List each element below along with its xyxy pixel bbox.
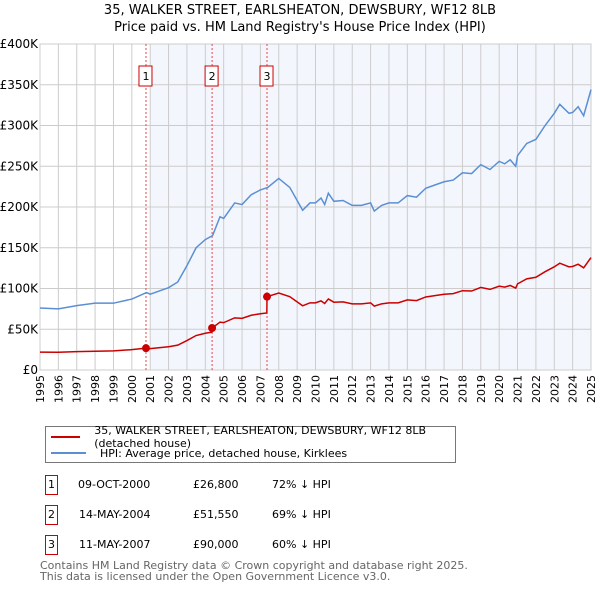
x-tick-label: 2010 <box>310 375 323 403</box>
sale-label-box <box>138 65 153 87</box>
x-tick-label: 2000 <box>126 375 139 403</box>
y-tick-label: £100K <box>0 282 39 296</box>
x-tick-label: 2005 <box>218 375 231 403</box>
legend-swatch-red <box>51 436 81 438</box>
x-tick-label: 2019 <box>475 375 488 403</box>
sale-hpi-diff: 72% ↓ HPI <box>272 478 331 491</box>
footer: Contains HM Land Registry data © Crown c… <box>40 560 468 582</box>
y-tick-label: £300K <box>0 119 39 133</box>
x-tick-label: 2011 <box>328 375 341 403</box>
x-tick-label: 2009 <box>291 375 304 403</box>
sale-point <box>208 323 217 332</box>
x-tick-label: 2022 <box>530 375 543 403</box>
x-tick-label: 2021 <box>512 375 525 403</box>
x-tick-label: 2002 <box>163 375 176 403</box>
x-tick-label: 2008 <box>273 375 286 403</box>
legend-label: 35, WALKER STREET, EARLSHEATON, DEWSBURY… <box>94 424 427 450</box>
price-chart: 1995 1996 1997 1998 1999 2000 2001 2002 2003 2004… <box>0 37 598 403</box>
x-tick-label: 2016 <box>420 375 433 403</box>
y-tick-label: £200K <box>0 200 39 214</box>
sale-label-box <box>204 65 219 87</box>
x-tick-label: 2001 <box>144 375 157 403</box>
sale-price: £51,550 <box>193 508 239 521</box>
x-tick-label: 2003 <box>181 375 194 403</box>
y-tick-label: £350K <box>0 78 39 92</box>
x-tick-label: 2013 <box>365 375 378 403</box>
sale-number-badge: 3 <box>45 535 58 555</box>
footer-line: Contains HM Land Registry data © Crown c… <box>40 559 468 572</box>
sale-point <box>263 292 272 301</box>
y-tick-label: £400K <box>0 37 39 51</box>
x-tick-label: 2017 <box>438 375 451 403</box>
sale-number-badge: 1 <box>45 475 58 495</box>
sale-label-box <box>259 65 274 87</box>
sale-label: 1 <box>142 70 149 83</box>
sale-label: 2 <box>209 70 216 83</box>
sale-price: £26,800 <box>193 478 239 491</box>
sale-date: 14-MAY-2004 <box>79 508 151 521</box>
y-tick-label: £150K <box>0 241 39 255</box>
x-tick-label: 1996 <box>52 375 65 403</box>
x-tick-label: 2014 <box>383 375 396 403</box>
legend-item-hpi: HPI: Average price, detached house, Kirk… <box>51 445 347 461</box>
x-tick-label: 1995 <box>34 375 47 403</box>
sale-number-badge: 2 <box>45 505 58 525</box>
legend-item-property: 35, WALKER STREET, EARLSHEATON, DEWSBURY… <box>51 424 455 450</box>
y-tick-label: £0 <box>23 363 38 377</box>
x-tick-label: 2020 <box>493 375 506 403</box>
subtitle-line: Price paid vs. HM Land Registry's House … <box>114 20 486 35</box>
x-tick-label: 2023 <box>548 375 561 403</box>
sale-hpi-diff: 60% ↓ HPI <box>272 538 331 551</box>
x-tick-label: 2018 <box>456 375 469 403</box>
sale-date: 11-MAY-2007 <box>79 538 151 551</box>
x-tick-label: 2004 <box>199 375 212 403</box>
plot-frame <box>39 43 592 371</box>
x-tick-label: 1997 <box>71 375 84 403</box>
sale-date: 09-OCT-2000 <box>78 478 151 491</box>
hpi-line <box>39 89 592 310</box>
sale-point <box>141 344 150 353</box>
x-tick-label: 2012 <box>346 375 359 403</box>
y-tick-label: £50K <box>7 322 39 336</box>
title-line: 35, WALKER STREET, EARLSHEATON, DEWSBURY… <box>103 3 497 18</box>
footer-line: This data is licensed under the Open Gov… <box>40 570 391 583</box>
sale-label: 3 <box>264 70 271 83</box>
x-tick-label: 2015 <box>401 375 414 403</box>
x-tick-label: 1999 <box>107 375 120 403</box>
chart-title: 35, WALKER STREET, EARLSHEATON, DEWSBURY… <box>0 2 600 36</box>
x-tick-label: 2025 <box>585 375 598 403</box>
x-tick-label: 2007 <box>254 375 267 403</box>
y-tick-label: £250K <box>0 159 39 173</box>
x-tick-label: 2006 <box>236 375 249 403</box>
legend: 35, WALKER STREET, EARLSHEATON, DEWSBURY… <box>45 424 456 463</box>
x-tick-label: 1998 <box>89 375 102 403</box>
legend-swatch-blue <box>51 452 86 454</box>
x-tick-label: 2024 <box>567 375 580 403</box>
property-price-line <box>39 257 592 353</box>
sale-price: £90,000 <box>193 538 239 551</box>
sale-hpi-diff: 69% ↓ HPI <box>272 508 331 521</box>
legend-label: HPI: Average price, detached house, Kirk… <box>100 446 348 460</box>
